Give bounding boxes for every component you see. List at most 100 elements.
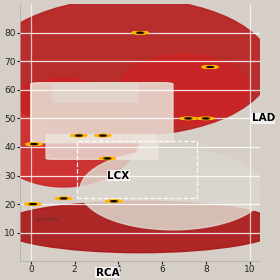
Ellipse shape xyxy=(25,204,32,205)
Circle shape xyxy=(110,201,118,202)
Ellipse shape xyxy=(209,66,218,67)
Ellipse shape xyxy=(66,197,72,199)
Ellipse shape xyxy=(205,117,213,118)
Ellipse shape xyxy=(198,117,205,118)
Ellipse shape xyxy=(56,197,63,199)
Ellipse shape xyxy=(27,144,37,145)
Ellipse shape xyxy=(113,201,122,202)
Ellipse shape xyxy=(198,118,202,119)
Ellipse shape xyxy=(202,66,209,67)
Ellipse shape xyxy=(118,200,122,202)
Ellipse shape xyxy=(192,118,196,119)
Ellipse shape xyxy=(80,150,266,230)
Ellipse shape xyxy=(95,135,99,136)
Ellipse shape xyxy=(132,32,137,34)
Ellipse shape xyxy=(81,135,87,137)
Ellipse shape xyxy=(181,118,185,119)
Bar xyxy=(77,141,197,199)
Circle shape xyxy=(105,158,110,159)
Ellipse shape xyxy=(74,136,85,137)
Ellipse shape xyxy=(105,135,111,137)
Ellipse shape xyxy=(27,143,37,144)
Ellipse shape xyxy=(33,143,42,144)
Circle shape xyxy=(29,204,37,205)
Ellipse shape xyxy=(209,67,218,68)
Ellipse shape xyxy=(26,143,31,144)
Ellipse shape xyxy=(106,200,113,201)
Ellipse shape xyxy=(109,200,120,201)
Ellipse shape xyxy=(26,144,31,145)
Circle shape xyxy=(138,32,143,33)
Circle shape xyxy=(104,158,111,159)
Ellipse shape xyxy=(109,158,115,159)
Ellipse shape xyxy=(30,143,40,144)
Circle shape xyxy=(30,144,38,145)
Ellipse shape xyxy=(184,117,194,118)
Ellipse shape xyxy=(208,118,214,119)
Circle shape xyxy=(136,32,144,33)
Circle shape xyxy=(185,118,192,119)
Ellipse shape xyxy=(26,204,36,205)
Ellipse shape xyxy=(133,33,143,34)
FancyBboxPatch shape xyxy=(53,83,138,102)
Ellipse shape xyxy=(78,136,87,137)
Ellipse shape xyxy=(201,119,212,120)
Ellipse shape xyxy=(25,203,29,205)
Ellipse shape xyxy=(99,157,107,158)
Ellipse shape xyxy=(71,135,78,136)
Ellipse shape xyxy=(136,33,146,34)
Ellipse shape xyxy=(203,67,213,68)
Ellipse shape xyxy=(132,33,139,34)
Ellipse shape xyxy=(205,119,213,120)
Ellipse shape xyxy=(181,119,191,120)
Ellipse shape xyxy=(95,135,99,136)
Circle shape xyxy=(75,135,83,136)
Ellipse shape xyxy=(187,119,196,120)
Circle shape xyxy=(101,135,105,136)
Ellipse shape xyxy=(109,157,115,159)
Ellipse shape xyxy=(71,135,76,136)
Ellipse shape xyxy=(37,204,41,205)
Ellipse shape xyxy=(202,67,207,68)
Ellipse shape xyxy=(113,200,122,201)
Ellipse shape xyxy=(202,67,209,68)
Ellipse shape xyxy=(96,136,106,137)
FancyBboxPatch shape xyxy=(46,135,158,159)
Text: Amiulafor: Amiulafor xyxy=(35,217,59,222)
Ellipse shape xyxy=(203,66,213,67)
Ellipse shape xyxy=(29,203,39,204)
Ellipse shape xyxy=(67,198,71,199)
Ellipse shape xyxy=(95,136,102,137)
Ellipse shape xyxy=(187,117,196,118)
Text: LAD: LAD xyxy=(252,113,275,123)
Ellipse shape xyxy=(132,32,137,33)
Ellipse shape xyxy=(26,144,33,145)
Ellipse shape xyxy=(32,203,41,204)
Ellipse shape xyxy=(36,144,42,145)
Ellipse shape xyxy=(111,158,115,159)
Circle shape xyxy=(186,118,191,119)
Ellipse shape xyxy=(71,135,76,136)
Ellipse shape xyxy=(199,119,209,120)
Ellipse shape xyxy=(56,198,60,199)
Ellipse shape xyxy=(25,204,29,205)
Circle shape xyxy=(202,118,209,119)
Ellipse shape xyxy=(33,144,42,145)
Ellipse shape xyxy=(213,66,218,67)
Ellipse shape xyxy=(214,66,218,68)
Ellipse shape xyxy=(142,32,148,33)
Ellipse shape xyxy=(190,118,196,119)
Ellipse shape xyxy=(59,197,69,198)
Ellipse shape xyxy=(118,54,249,125)
Ellipse shape xyxy=(106,200,111,202)
Ellipse shape xyxy=(181,118,185,119)
Ellipse shape xyxy=(100,158,104,159)
Ellipse shape xyxy=(107,135,111,136)
Ellipse shape xyxy=(139,33,148,34)
Ellipse shape xyxy=(106,201,113,202)
Ellipse shape xyxy=(56,198,60,199)
Circle shape xyxy=(60,198,67,199)
Circle shape xyxy=(203,118,208,119)
Ellipse shape xyxy=(102,134,111,135)
Ellipse shape xyxy=(25,203,32,204)
